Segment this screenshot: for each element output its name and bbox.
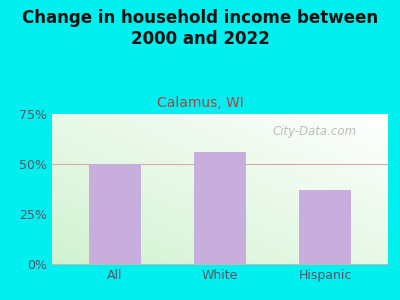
Bar — [194, 152, 246, 264]
Bar — [299, 190, 351, 264]
Bar — [89, 164, 141, 264]
Text: Change in household income between
2000 and 2022: Change in household income between 2000 … — [22, 9, 378, 48]
Text: Calamus, WI: Calamus, WI — [157, 96, 243, 110]
Text: City-Data.com: City-Data.com — [272, 125, 356, 139]
